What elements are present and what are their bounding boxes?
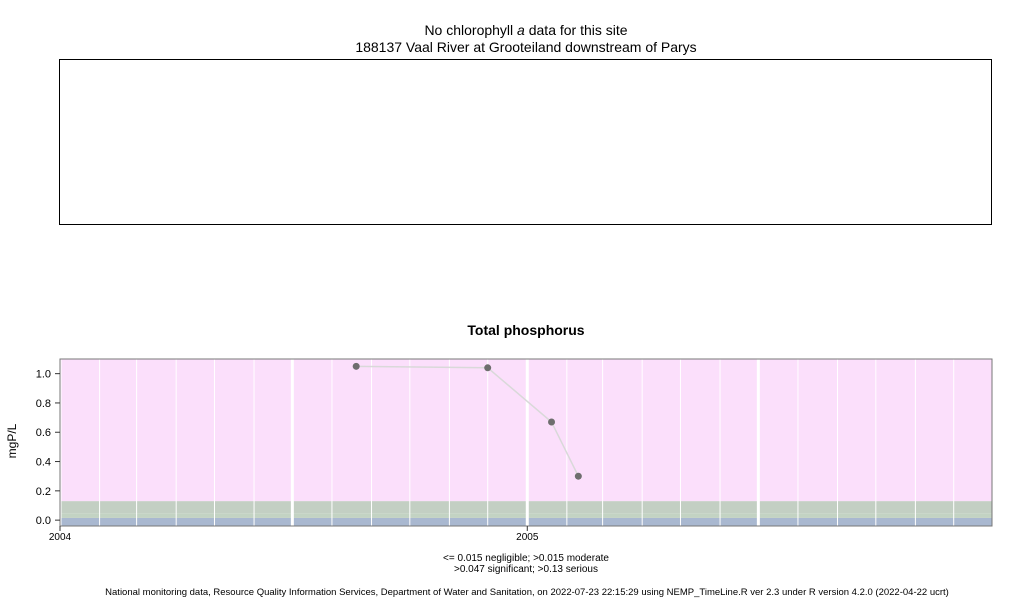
x-tick-label: 2004 <box>49 532 72 543</box>
y-tick-label: 0.8 <box>36 398 51 410</box>
data-point-0 <box>352 362 360 370</box>
y-tick-label: 0.4 <box>36 457 51 469</box>
data-point-3 <box>574 472 582 480</box>
empty-chlorophyll-panel <box>59 59 992 225</box>
data-point-1 <box>484 364 492 372</box>
legend-line-1: <= 0.015 negligible; >0.015 moderate <box>443 553 609 564</box>
y-tick-label: 0.6 <box>36 427 51 439</box>
series-line <box>356 365 580 477</box>
y-tick-label: 0.2 <box>36 486 51 498</box>
plot-frame <box>59 358 993 527</box>
y-tick-label: 0.0 <box>36 515 51 527</box>
x-tick-label: 2005 <box>516 532 539 543</box>
site-title: 188137 Vaal River at Grooteiland downstr… <box>355 39 697 55</box>
data-point-2 <box>548 418 556 426</box>
y-tick-label: 1.0 <box>36 369 51 381</box>
tp-chart-title: Total phosphorus <box>467 322 585 338</box>
footer-note: National monitoring data, Resource Quali… <box>105 587 949 598</box>
chart-title-no-data: No chlorophyll a data for this site <box>424 22 628 38</box>
legend-line-2: >0.047 significant; >0.13 serious <box>454 564 598 575</box>
